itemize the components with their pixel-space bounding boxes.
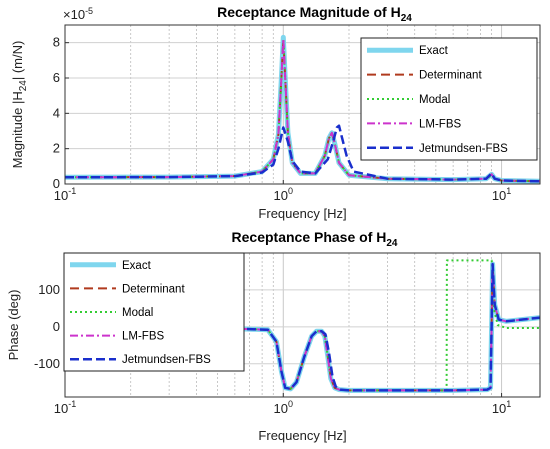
series-line-jetmundsen-fbs [65,124,540,183]
y-exponent-label: ×10-5 [63,6,93,22]
legend-entry-label: Determinant [419,70,482,82]
legend-entry-label: Modal [122,307,153,319]
y-tick-label: 2 [53,141,60,156]
y-tick-label: 6 [53,70,60,85]
legend-entry-label: Exact [419,45,449,57]
y-tick-label: 0 [53,319,60,334]
y-tick-label: -100 [34,356,60,371]
x-tick-label: 101 [492,186,511,203]
series-line-lm-fbs [65,38,540,183]
legend: Exact Determinant Modal LM-FBS Jetmundsen-FB… [63,252,245,372]
x-tick-label: 100 [274,186,293,203]
y-tick-label: 4 [53,105,60,120]
series-group [65,34,540,184]
y-axis-label: Magnitude |H24| (m/N) [10,41,29,169]
x-axis-label: Frequency [Hz] [258,428,346,443]
y-tick-label: 8 [53,35,60,50]
chart-title: Receptance Phase of H24 [232,229,398,249]
x-tick-label: 100 [274,399,293,416]
legend: Exact Determinant Modal LM-FBS Jetmundsen-FB… [360,37,538,161]
series-line-lm-fbs [65,263,540,392]
legend-entry-label: Exact [122,260,152,272]
x-tick-label: 101 [492,399,511,416]
x-tick-label: 10-1 [54,399,76,416]
x-axis-label: Frequency [Hz] [258,206,346,221]
legend-entry-label: Modal [419,94,450,106]
legend-entry-label: Jetmundsen-FBS [122,354,211,366]
legend-entry-label: Jetmundsen-FBS [419,143,508,155]
axes-frame [64,24,541,185]
chart-title: Receptance Magnitude of H24 [217,4,412,24]
legend-entry-label: LM-FBS [419,118,462,130]
y-tick-label: 100 [38,282,60,297]
series-group [65,259,540,393]
y-axis-label: Phase (deg) [6,290,21,361]
legend-entry-label: LM-FBS [122,331,165,343]
legend-entry-label: Determinant [122,283,185,295]
legend-box [360,37,538,161]
phase-chart: 10-1 100 101 -100 0 100 Receptance Phase of H2… [6,229,541,443]
y-tick-label: 0 [53,176,60,191]
legend-box [63,252,245,372]
